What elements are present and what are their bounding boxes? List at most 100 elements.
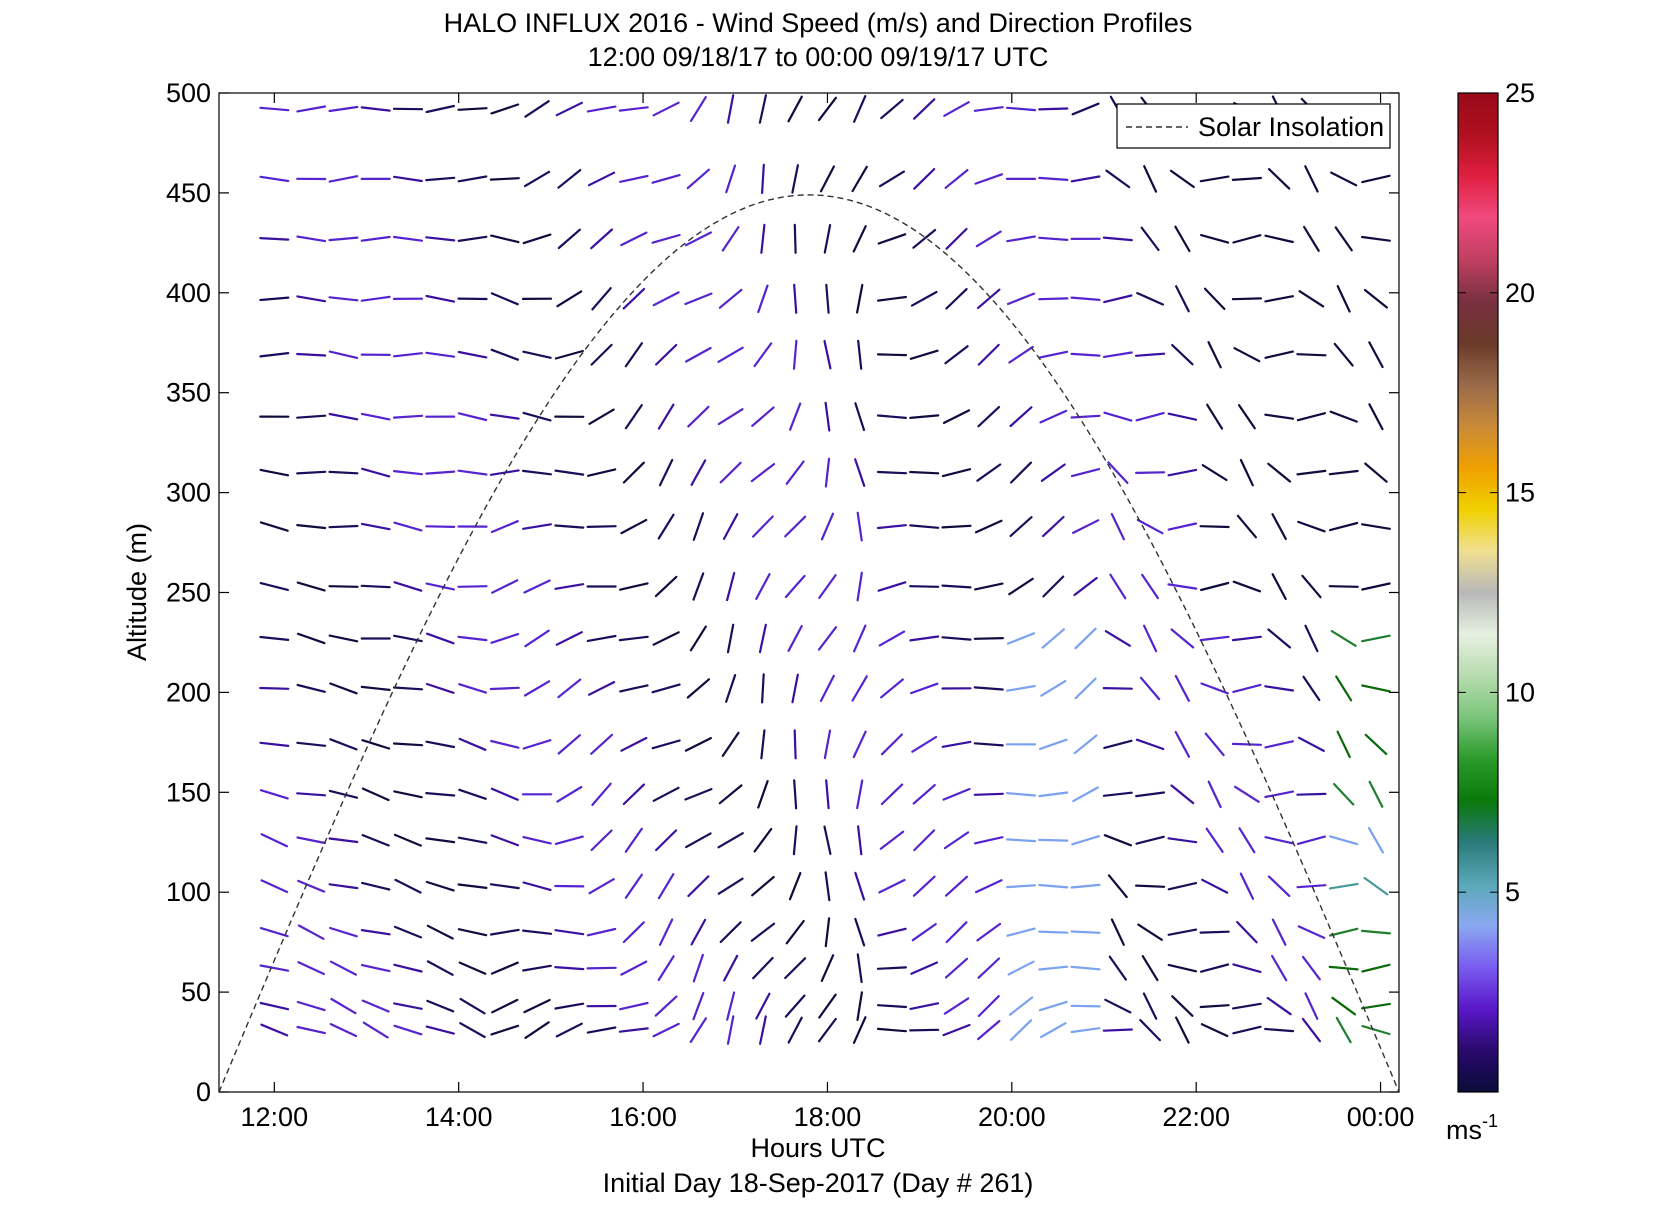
wind-barb [856,511,863,542]
wind-barb [490,292,519,306]
wind-barb [941,740,972,748]
wind-barb [1005,791,1037,797]
wind-barb [1335,675,1353,702]
wind-barb [619,582,649,591]
wind-barb [624,827,643,853]
wind-barb [554,469,585,476]
wind-barb [619,174,649,183]
wind-barb [1264,740,1294,749]
wind-barb [361,467,391,478]
wind-barb [1200,1023,1229,1038]
wind-barb [751,406,775,427]
colorbar-tick-label: 10 [1505,677,1535,707]
wind-barb [690,918,707,946]
wind-barb [1302,225,1320,252]
wind-barb [977,995,1000,1018]
wind-barb [1009,406,1033,428]
wind-barb [877,233,907,245]
wind-barb [361,881,391,891]
wind-barb [876,353,908,357]
wind-barb [1038,738,1068,751]
wind-barb [1328,927,1359,937]
wind-barb [392,686,424,691]
wind-barb [1005,106,1037,112]
wind-barb [1142,992,1158,1020]
wind-barb [426,632,455,645]
wind-barb [1171,995,1194,1017]
wind-barb [554,1002,585,1010]
wind-barb [259,521,289,532]
wind-barb [1328,521,1359,532]
wind-barb [360,412,391,421]
wind-barb [1038,350,1069,359]
wind-barb [620,518,648,535]
wind-barb [784,515,807,538]
wind-barb [1103,739,1133,750]
wind-barb [976,463,1002,482]
colorbar-gradient [1457,92,1499,1093]
wind-barb [976,288,1001,309]
wind-barb [1070,965,1101,971]
wind-barb [752,956,774,980]
wind-barb [942,787,971,801]
wind-barb [1040,679,1067,697]
wind-barb [1232,234,1262,244]
x-tick-label: 14:00 [425,1102,493,1132]
wind-barb [684,292,713,306]
wind-barb [857,339,863,370]
wind-barb [1073,734,1098,755]
wind-barb [755,992,771,1020]
wind-barb [622,783,646,806]
colorbar-tick-label: 15 [1505,478,1535,508]
x-tick-label: 22:00 [1162,1102,1230,1132]
wind-barb [651,739,681,750]
wind-barb [718,784,743,805]
wind-barb [878,170,906,188]
wind-barb [1107,874,1128,899]
wind-barb [1110,918,1125,946]
wind-barb [690,459,707,486]
wind-barb [618,1027,649,1033]
wind-barb [1364,462,1388,483]
wind-barb [1140,226,1160,252]
wind-barb [1361,634,1391,643]
wind-barb [361,999,390,1013]
wind-barb [490,834,520,847]
wind-barb [1038,965,1069,971]
wind-barb [425,104,455,114]
wind-barb [458,961,487,975]
wind-barb [490,1024,520,1036]
wind-barb [721,226,740,252]
wind-barbs [259,94,1392,1045]
wind-barb [852,730,867,759]
wind-barb [361,787,390,802]
wind-barb [1199,234,1230,244]
wind-barb [1141,573,1160,600]
wind-barb [1009,1019,1033,1041]
wind-barb [1304,165,1319,193]
wind-barb [622,288,646,310]
wind-barb [1368,341,1384,369]
wind-barb [791,673,799,704]
wind-barb [725,164,737,194]
wind-barb [425,294,456,303]
wind-barb [1110,512,1126,541]
wind-barb [521,469,553,476]
wind-barb [1073,576,1098,597]
wind-barb [876,966,908,970]
wind-barb [394,878,422,894]
wind-barb [457,928,488,937]
wind-barb [457,350,488,359]
wind-barb [491,579,519,594]
wind-barb [1135,835,1165,845]
plot-area [218,92,1400,1093]
wind-barb [751,515,774,538]
wind-barb [652,291,680,307]
wind-barb [1360,235,1391,242]
wind-barb [259,468,290,477]
wind-barb [1231,297,1263,301]
wind-barb [722,513,739,541]
wind-barb [726,991,736,1021]
wind-barb [1071,835,1101,846]
wind-barb [1203,287,1226,310]
